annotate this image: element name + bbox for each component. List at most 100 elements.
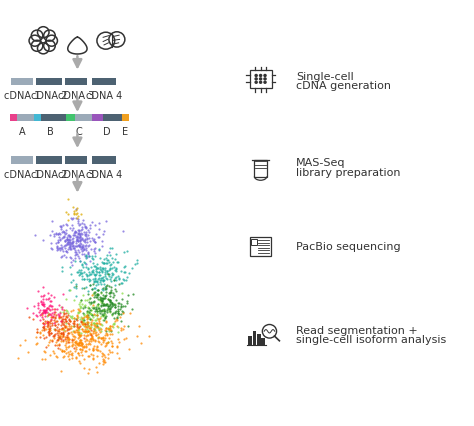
Point [38,327,46,334]
Point [115,335,122,342]
Point [84,319,92,325]
Point [50,320,57,326]
Point [96,321,104,328]
Point [66,246,73,253]
Point [61,229,68,236]
Point [54,337,61,344]
Point [85,314,93,321]
Point [67,242,74,248]
Point [133,256,140,263]
Point [63,318,70,325]
Point [91,253,99,259]
Point [75,242,83,249]
Point [59,321,66,328]
Point [99,317,107,323]
Point [120,335,128,342]
Point [54,239,62,246]
Text: MAS-Seq: MAS-Seq [296,158,346,168]
Point [100,357,108,363]
Point [98,298,106,305]
Point [68,339,76,346]
Point [81,317,88,324]
Text: cDNA generation: cDNA generation [296,81,391,91]
Point [74,242,82,249]
Point [96,315,104,322]
Point [44,312,52,319]
Point [71,249,79,256]
Point [65,316,73,322]
Point [58,318,66,325]
Point [69,262,76,269]
Point [111,256,119,263]
Point [89,286,96,293]
Point [64,232,72,239]
Point [54,311,61,318]
Point [83,310,91,317]
Point [85,340,93,347]
Point [85,229,92,236]
Point [59,305,66,312]
Point [90,262,97,269]
Point [56,245,64,252]
Point [51,305,59,312]
Point [41,356,48,363]
Point [75,235,82,242]
Point [101,331,109,338]
Point [96,279,104,286]
Point [76,245,84,251]
Point [107,262,115,268]
Point [64,330,71,337]
Point [105,328,113,334]
Point [57,254,64,261]
Point [73,233,80,240]
Point [123,274,130,281]
Point [87,311,95,318]
Point [38,314,46,320]
Point [97,307,104,314]
Point [79,315,87,322]
Point [78,320,86,326]
Point [101,284,109,291]
Point [89,260,97,267]
Point [71,252,79,259]
Point [125,345,132,352]
Point [96,272,103,279]
Point [94,305,102,312]
Point [76,323,84,330]
Point [67,329,74,336]
Point [100,281,108,288]
Point [69,341,76,348]
Point [95,334,103,341]
Point [56,247,64,254]
Point [101,311,109,317]
Point [77,212,84,219]
Point [73,321,81,328]
Point [73,236,81,243]
Point [74,328,82,335]
Point [100,260,107,267]
Point [79,321,86,328]
Point [81,304,89,311]
Point [88,292,96,299]
Point [91,299,98,306]
Point [86,301,94,308]
Point [98,238,106,245]
Point [83,308,91,315]
Point [80,303,88,310]
Point [43,322,51,329]
Point [99,313,107,320]
Point [91,272,99,279]
Point [36,328,44,335]
Point [42,313,49,320]
Point [69,333,77,340]
Point [35,299,42,306]
Point [106,331,114,338]
Point [72,293,80,300]
Point [45,328,53,335]
Point [93,314,100,321]
Point [100,277,108,284]
Point [97,335,104,342]
Point [89,276,96,283]
Point [111,302,118,308]
Point [88,299,95,306]
